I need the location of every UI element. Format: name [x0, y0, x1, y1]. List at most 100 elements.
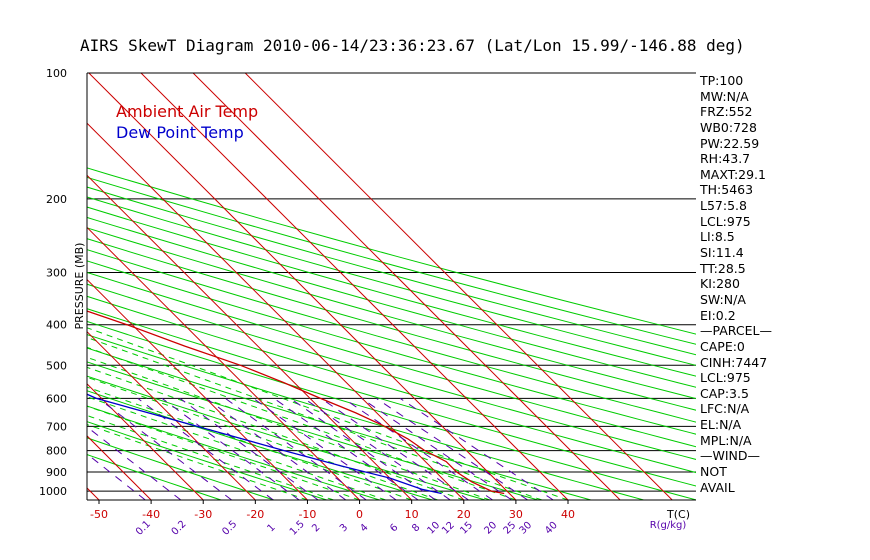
- x-tick-label: 10: [405, 508, 419, 521]
- mixing-ratio-label: 12: [440, 520, 457, 537]
- dry-adiabat-line: [87, 176, 696, 345]
- isotherm-line: [0, 73, 47, 500]
- isotherm-line: [87, 226, 360, 500]
- mixing-ratio-line: [361, 397, 513, 500]
- isotherm-line: [87, 278, 308, 500]
- mixing-ratio-line: [98, 397, 232, 500]
- dry-adiabat-line: [87, 390, 433, 500]
- moist-adiabat-line: [87, 405, 360, 500]
- dry-adiabat-line: [87, 206, 696, 377]
- y-tick-label: 1000: [39, 485, 67, 498]
- mixing-ratio-label: 40: [543, 520, 560, 537]
- moist-adiabat-line: [87, 366, 464, 500]
- mixing-ratio-line: [343, 397, 493, 500]
- stat-line: CINH:7447: [700, 354, 768, 370]
- y-tick-label: 400: [46, 319, 67, 332]
- mixing-ratio-label: 1: [265, 522, 277, 534]
- dry-adiabat-line: [87, 361, 539, 500]
- dewpoint-line: [87, 393, 442, 495]
- x-tick-label: -40: [142, 508, 160, 521]
- mixing-ratio-line: [137, 397, 274, 500]
- dry-adiabat-line: [87, 238, 696, 411]
- dry-adiabat-line: [87, 405, 380, 500]
- dry-adiabat-line: [87, 196, 696, 366]
- stat-line: —PARCEL—: [700, 323, 772, 339]
- stat-line: EI:0.2: [700, 307, 736, 323]
- stat-line: NOT: [700, 464, 727, 480]
- mixing-ratio-label: 30: [518, 520, 535, 537]
- mixing-ratio-line: [161, 397, 300, 500]
- page-title: AIRS SkewT Diagram 2010-06-14/23:36:23.6…: [80, 36, 745, 55]
- y-axis-label-group: PRESSURE (MB): [73, 243, 86, 330]
- stat-line: MPL:N/A: [700, 432, 752, 448]
- dry-adiabat-line: [87, 283, 696, 460]
- mixing-ratio-line: [179, 397, 319, 500]
- dry-adiabat-line: [87, 260, 696, 435]
- mixing-ratio-label: 4: [358, 522, 370, 534]
- moist-adiabat-line: [87, 386, 412, 500]
- y-tick-label: 800: [46, 445, 67, 458]
- legend: Ambient Air Temp Dew Point Temp: [116, 102, 258, 142]
- stat-line: KI:280: [700, 276, 740, 292]
- x-axis-label: T(C): [666, 508, 690, 521]
- dry-adiabat-line: [87, 334, 644, 500]
- dry-adiabat-line: [87, 271, 696, 448]
- mixing-ratio-label: 0.1: [134, 519, 153, 538]
- dry-adiabat-line: [87, 308, 696, 487]
- x-tick-label: 0: [356, 508, 363, 521]
- stat-line: SI:11.4: [700, 245, 744, 261]
- mixing-ratio-unit: R(g/kg): [650, 520, 687, 531]
- stat-line: TH:5463: [700, 182, 754, 198]
- moist-adiabat-line: [87, 376, 438, 500]
- dry-adiabat-line: [87, 375, 486, 500]
- moist-adiabat-line: [87, 356, 490, 500]
- stat-line: RH:43.7: [700, 151, 751, 167]
- dry-adiabat-line: [87, 437, 275, 500]
- stat-line: TP:100: [700, 73, 744, 88]
- sounding-series: [87, 310, 505, 495]
- mixing-ratio-label: 15: [458, 520, 475, 537]
- y-tick-label: 700: [46, 420, 67, 433]
- legend-ambient: Ambient Air Temp: [116, 102, 258, 121]
- dry-adiabat-line: [87, 167, 696, 335]
- mixing-ratio-label: 3: [338, 522, 350, 534]
- stat-line: LCL:975: [700, 370, 751, 386]
- stat-line: EL:N/A: [700, 417, 742, 433]
- isotherm-line: [88, 73, 517, 500]
- x-tick-label: 40: [561, 508, 575, 521]
- isotherm-line: [87, 383, 204, 500]
- dry-adiabat-line: [87, 320, 696, 500]
- y-tick-label: 200: [46, 193, 67, 206]
- x-tick-label: 30: [509, 508, 523, 521]
- dry-adiabat-line: [87, 454, 222, 500]
- stat-line: MAXT:29.1: [700, 166, 766, 182]
- isotherm-lines: [0, 73, 673, 500]
- isotherm-line: [87, 122, 465, 500]
- moist-adiabat-line: [87, 337, 543, 500]
- stat-line: CAP:3.5: [700, 385, 749, 401]
- stat-line: WB0:728: [700, 119, 757, 135]
- mixing-ratio-label: 1.5: [288, 519, 307, 538]
- isotherm-line: [244, 73, 673, 500]
- mixing-ratio-line: [273, 397, 419, 500]
- mixing-ratio-label: 2: [310, 522, 322, 534]
- stat-line: —WIND—: [700, 448, 761, 464]
- stat-line: L57:5.8: [700, 198, 747, 214]
- mixing-ratio-line: [399, 397, 554, 500]
- mixing-ratio-label: 0.2: [170, 519, 189, 538]
- stat-line: LFC:N/A: [700, 401, 750, 417]
- moist-adiabat-line: [87, 396, 386, 500]
- y-tick-label: 600: [46, 392, 67, 405]
- isotherm-line: [192, 73, 621, 500]
- dry-adiabat-line: [87, 295, 696, 474]
- y-tick-label: 500: [46, 359, 67, 372]
- stat-line: PW:22.59: [700, 135, 760, 151]
- isotherm-line: [140, 73, 569, 500]
- mixing-ratio-line: [376, 397, 528, 500]
- moist-adiabat-line: [87, 327, 569, 500]
- x-tick-label: -30: [194, 508, 212, 521]
- mixing-ratio-label: 20: [482, 520, 499, 537]
- dry-adiabat-line: [87, 249, 696, 423]
- stat-line: CAPE:0: [700, 338, 745, 354]
